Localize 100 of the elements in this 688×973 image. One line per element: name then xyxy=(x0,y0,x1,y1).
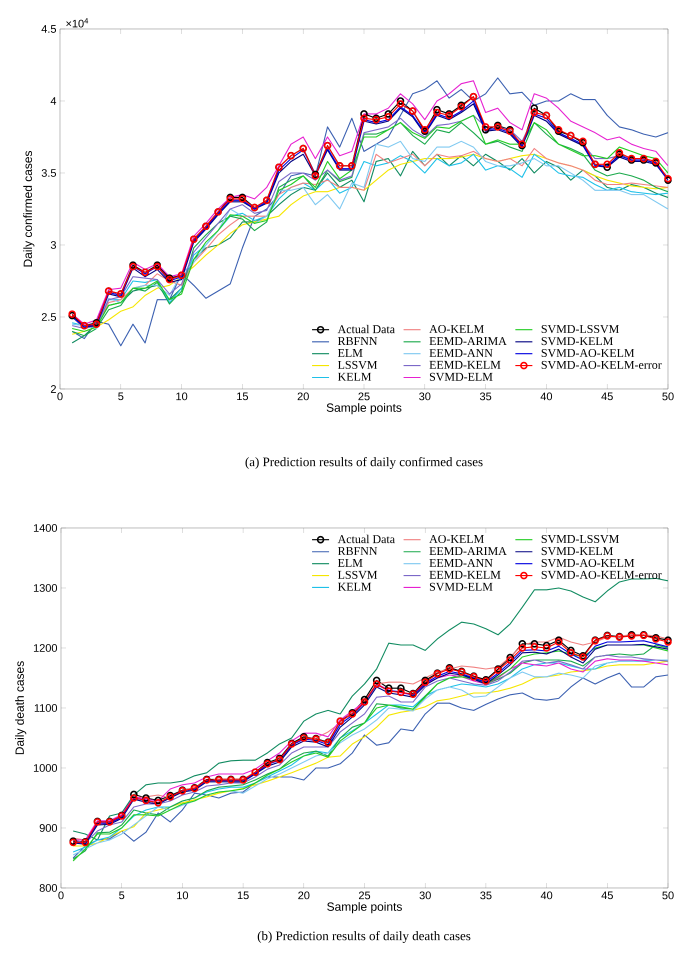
legend-label: SVMD-LSSVM xyxy=(542,534,619,544)
point xyxy=(360,114,368,122)
y-tick-label: 2.5 xyxy=(42,313,56,321)
legend-label: AO-KELM xyxy=(429,534,484,543)
y-axis-title: Daily confirmed cases xyxy=(23,150,34,266)
x-tick-label: 20 xyxy=(298,392,309,400)
x-tick-label: 15 xyxy=(238,892,249,900)
legend-label: KELM xyxy=(338,582,372,591)
x-tick-label: 50 xyxy=(662,392,674,400)
legend-label: Actual Data xyxy=(338,324,395,334)
point xyxy=(518,644,526,652)
y-tick-label: 1100 xyxy=(34,704,58,712)
x-tick-label: 30 xyxy=(419,392,430,400)
x-axis-title: Sample points xyxy=(327,902,402,914)
text: (a) Prediction results of daily confirmed cases xyxy=(246,457,483,469)
legend-label: EEMD-ARIMA xyxy=(429,337,507,346)
point xyxy=(506,654,514,662)
x-tick-label: 30 xyxy=(420,892,431,900)
point xyxy=(567,649,575,657)
y-tick-label: 1400 xyxy=(34,524,58,532)
x-tick-label: 35 xyxy=(480,392,492,400)
x-tick-label: 0 xyxy=(57,392,63,400)
y-tick-label: 800 xyxy=(40,884,58,892)
legend-label: SVMD-KELM xyxy=(542,337,613,346)
point xyxy=(542,642,550,650)
y-tick-label: 1000 xyxy=(34,764,58,772)
point xyxy=(372,676,380,684)
point xyxy=(603,163,611,172)
legend-label: ELM xyxy=(338,349,362,357)
y-tick-label: 4 xyxy=(50,97,56,105)
legend-label: ELM xyxy=(338,558,363,567)
point xyxy=(384,684,393,692)
point xyxy=(482,123,490,131)
point xyxy=(530,104,538,112)
point xyxy=(396,100,404,108)
text: ×10$^{4}$ xyxy=(66,18,88,28)
point xyxy=(130,794,138,802)
legend-label: SVMD-ELM xyxy=(430,582,493,591)
point xyxy=(384,110,392,118)
point xyxy=(530,643,538,651)
point xyxy=(542,644,550,652)
point xyxy=(603,160,611,168)
x-tick-label: 10 xyxy=(177,892,188,900)
y-tick-label: 4.5 xyxy=(41,25,56,33)
point xyxy=(433,106,441,114)
legend-label: AO-KELM xyxy=(429,325,484,334)
point xyxy=(518,640,526,648)
point xyxy=(530,640,538,648)
legend-label: EEMD-ANN xyxy=(429,349,493,357)
legend-label: SVMD-AO-KELM-error xyxy=(542,360,662,369)
point xyxy=(506,656,514,664)
point xyxy=(482,126,490,134)
x-tick-label: 10 xyxy=(176,392,188,400)
point xyxy=(397,688,405,696)
x-tick-label: 50 xyxy=(662,892,674,900)
x-tick-label: 25 xyxy=(358,892,370,900)
x-tick-label: 15 xyxy=(237,392,248,400)
y-tick-label: 1300 xyxy=(34,584,58,592)
x-tick-label: 25 xyxy=(358,392,370,400)
x-axis-title: Sample points xyxy=(326,403,402,414)
legend-label: SVMD-AO-KELM xyxy=(542,558,634,568)
point xyxy=(360,110,368,118)
y-tick-label: 1200 xyxy=(34,644,58,652)
point xyxy=(154,799,162,807)
x-tick-label: 5 xyxy=(118,392,124,400)
legend-label: RBFNN xyxy=(338,547,378,555)
point xyxy=(130,790,138,798)
legend-label: LSSVM xyxy=(338,360,378,369)
point xyxy=(384,687,393,695)
legend-label: EEMD-KELM xyxy=(429,570,500,579)
point xyxy=(154,796,162,804)
point xyxy=(372,680,380,688)
point xyxy=(530,108,538,116)
point xyxy=(142,794,150,802)
legend-label: SVMD-KELM xyxy=(542,547,613,556)
x-tick-label: 5 xyxy=(119,892,124,900)
point xyxy=(433,108,441,116)
point xyxy=(360,696,368,704)
x-tick-label: 35 xyxy=(480,892,492,900)
x-tick-label: 40 xyxy=(540,892,552,900)
point xyxy=(384,113,392,121)
legend-label: EEMD-ARIMA xyxy=(429,547,507,555)
legend-label: SVMD-AO-KELM xyxy=(542,348,634,358)
legend-label: Actual Data xyxy=(338,534,395,544)
legend-label: RBFNN xyxy=(338,337,378,346)
text: (b) Prediction results of daily death cases xyxy=(258,931,470,943)
point xyxy=(360,698,368,706)
point xyxy=(396,97,404,105)
x-tick-label: 0 xyxy=(58,892,64,900)
legend-label: EEMD-ANN xyxy=(429,558,493,567)
x-tick-label: 45 xyxy=(601,392,613,400)
point xyxy=(142,796,150,804)
legend-label: SVMD-LSSVM xyxy=(542,325,619,334)
x-tick-label: 20 xyxy=(298,892,310,900)
y-tick-label: 3 xyxy=(50,241,56,249)
legend-label: SVMD-AO-KELM-error xyxy=(542,570,662,579)
point xyxy=(397,684,405,692)
x-tick-label: 40 xyxy=(540,392,552,400)
legend-label: LSSVM xyxy=(338,570,378,579)
y-axis-title: Daily death cases xyxy=(15,661,26,754)
